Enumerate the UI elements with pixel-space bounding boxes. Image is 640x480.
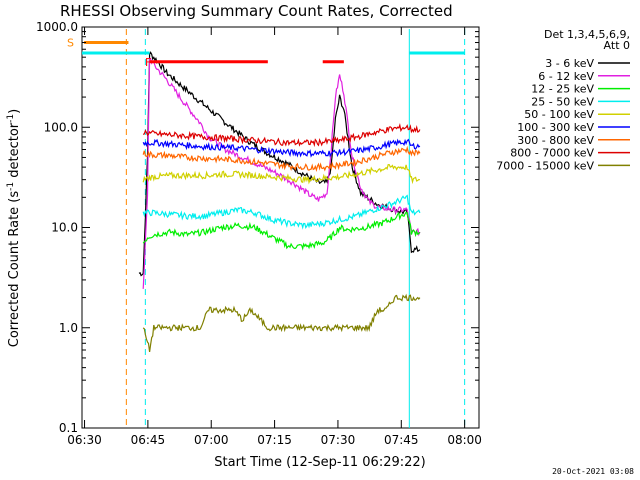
legend-label-6: 300 - 800 keV [517,134,594,147]
series-line-5 [142,138,421,158]
series-line-2 [142,211,421,251]
annotation-layer: SF [67,37,465,69]
x-tick-label-1: 06:45 [131,433,166,447]
x-tick-label-5: 07:45 [384,433,419,447]
legend-label-0: 3 - 6 keV [545,57,594,70]
annotation-label-1: F [145,56,151,69]
y-tick-label-2: 10.0 [51,221,78,235]
vertical-markers [125,29,466,428]
y-tick-label-3: 1.0 [59,321,78,335]
legend-label-4: 50 - 100 keV [524,108,594,121]
legend-title-2: Att 0 [604,39,630,52]
legend-title-1: Det 1,3,4,5,6,9, [544,28,630,41]
series-line-6 [142,145,421,172]
series-line-3 [142,194,421,230]
series-line-1 [142,57,421,289]
legend-label-7: 800 - 7000 keV [510,147,594,160]
series-layer [138,51,421,352]
x-tick-label-3: 07:15 [257,433,292,447]
legend-label-2: 12 - 25 keV [531,83,594,96]
axes-layer: 06:30 06:45 07:00 07:15 07:30 07:45 08:00 1000.… [36,20,482,447]
series-line-4 [142,163,421,185]
annotation-label-0: S [67,37,74,50]
generation-timestamp: 20-Oct-2021 03:08 [552,467,634,476]
legend-label-8: 7000 - 15000 keV [496,159,594,172]
y-tick-label-4: 0.1 [59,421,78,435]
x-tick-label-6: 08:00 [447,433,482,447]
x-axis-label: Start Time (12-Sep-11 06:29:22) [214,455,425,470]
y-tick-label-1: 100.0 [44,120,78,134]
legend-label-3: 25 - 50 keV [531,95,594,108]
x-tick-label-2: 07:00 [194,433,229,447]
series-line-7 [142,123,421,148]
x-tick-label-0: 06:30 [67,433,102,447]
series-line-8 [142,293,421,352]
series-line-0 [138,51,421,277]
plot-frame [81,26,480,429]
y-axis-label: Corrected Count Rate (s-1 detector-1) [6,109,22,347]
legend-label-5: 100 - 300 keV [517,121,594,134]
legend-label-1: 6 - 12 keV [538,70,594,83]
y-tick-label-0: 1000.0 [36,20,78,34]
chart-title: RHESSI Observing Summary Count Rates, Co… [60,2,453,20]
x-tick-label-4: 07:30 [321,433,356,447]
